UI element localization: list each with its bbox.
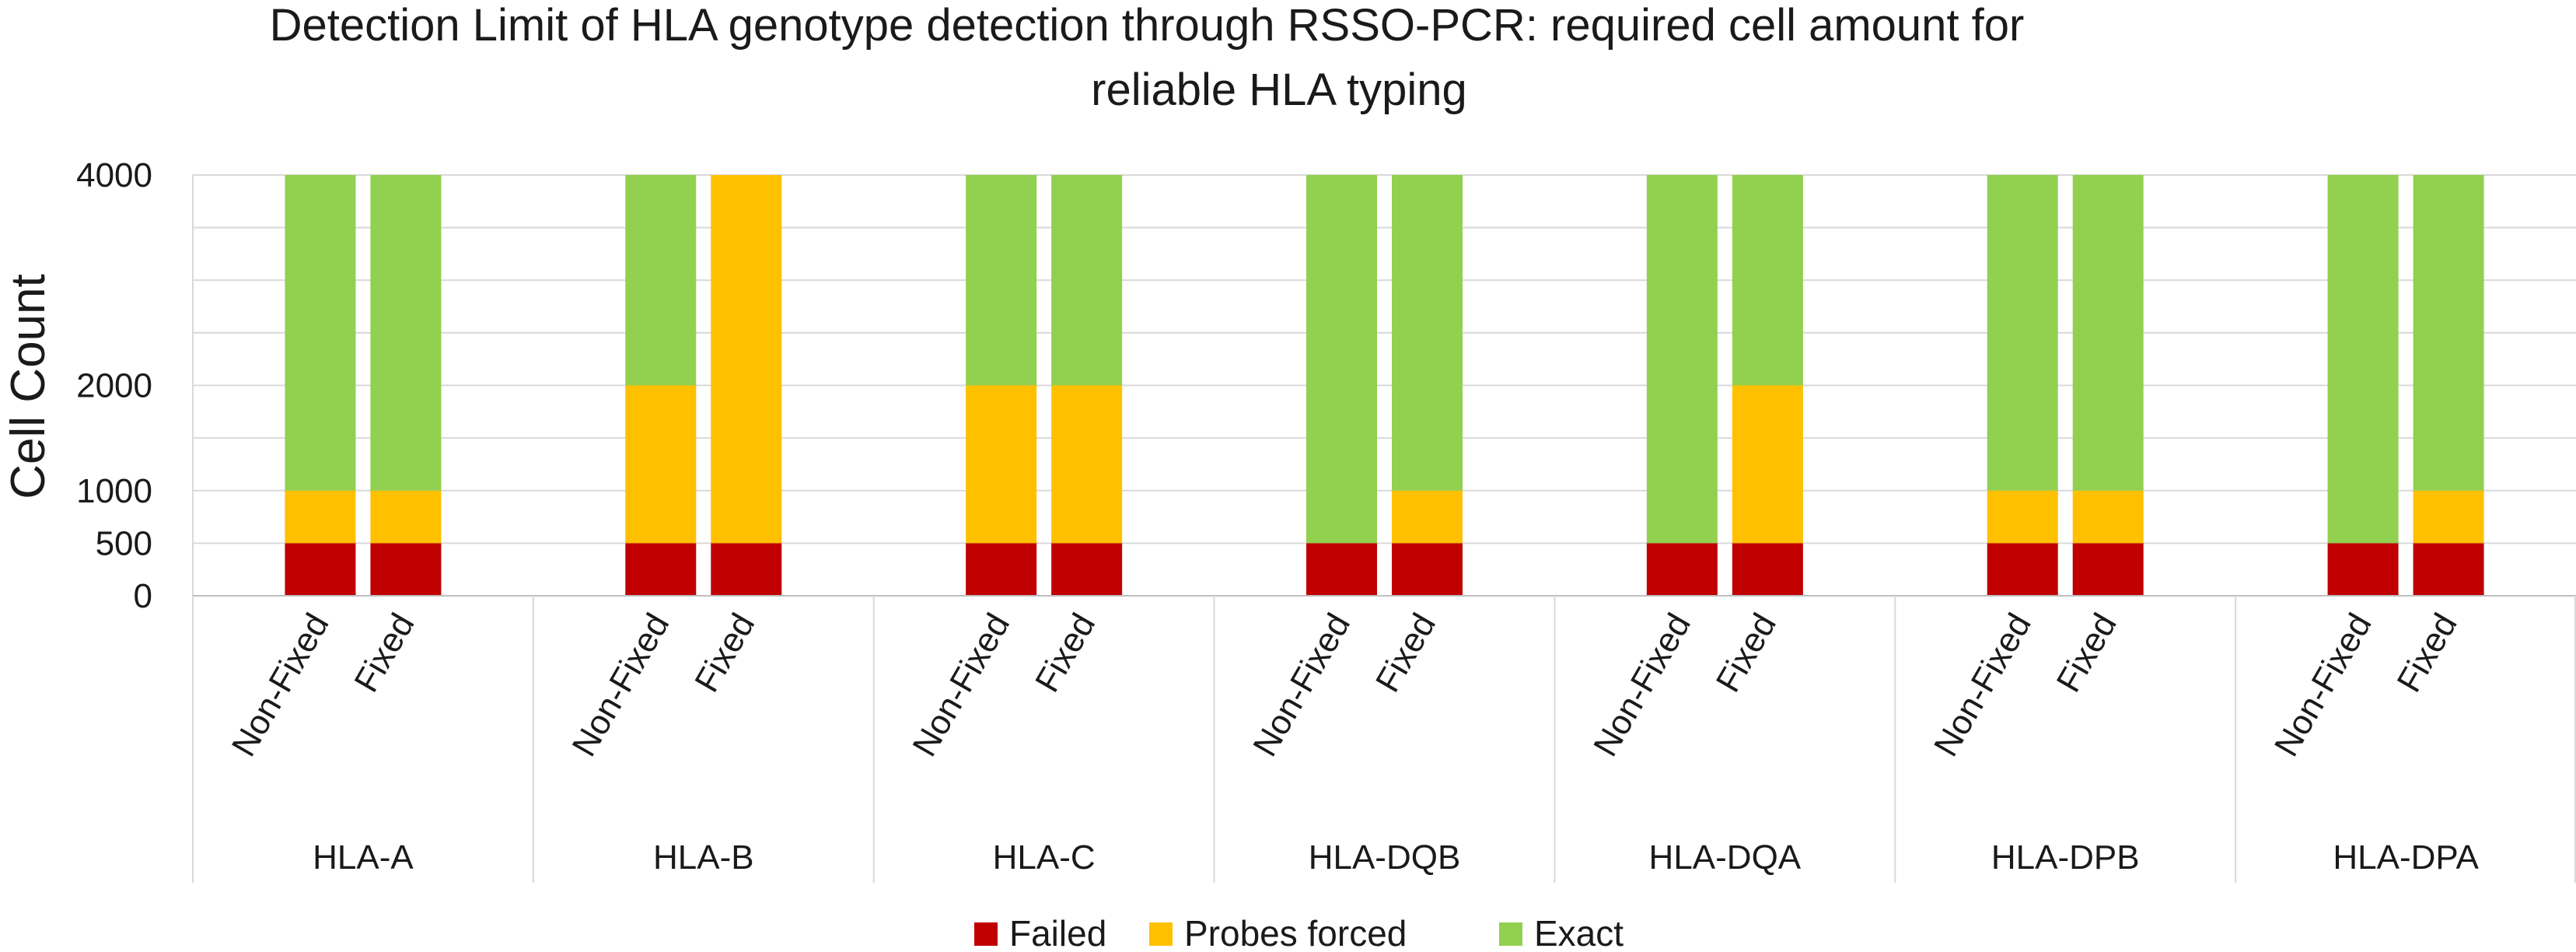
bar-exact [1646,175,1718,544]
y-axis-label: Cell Count [2,274,55,499]
bar-exact [1051,175,1123,386]
bar-probes-forced [285,490,356,544]
bar-failed [1051,543,1123,596]
gridlines [193,174,2576,544]
bar-probes-forced [625,385,697,544]
bar-failed [1392,543,1463,596]
legend-swatch-failed [974,922,998,946]
bar-exact [370,175,442,491]
bar-probes-forced [966,385,1037,544]
x-group-label: HLA-C [993,838,1096,877]
y-tick-label: 1000 [76,472,152,510]
bar-exact [625,175,697,386]
bar-failed [711,543,782,596]
x-subcategory-label: Fixed [687,607,762,699]
y-tick-label: 0 [134,577,152,615]
bar-exact [1732,175,1803,386]
legend-label-exact: Exact [1534,913,1624,952]
bar-failed [966,543,1037,596]
x-subcategory-label: Fixed [2389,607,2464,699]
x-group-label: HLA-DQA [1649,838,1802,877]
bar-exact [1987,175,2058,491]
bar-failed [2072,543,2144,596]
bar-exact [2413,175,2484,491]
x-group-label: HLA-A [313,838,414,877]
bar-failed [370,543,442,596]
bar-failed [625,543,697,596]
x-group-label: HLA-DPA [2333,838,2479,877]
y-tick-labels: 0 500 1000 2000 4000 [76,156,152,615]
y-tick-label: 500 [96,524,152,562]
bar-failed [2413,543,2484,596]
bar-failed [1646,543,1718,596]
legend-label-probes-forced: Probes forced [1184,913,1407,952]
bar-probes-forced [2413,490,2484,544]
x-subcategory-label: Non-Fixed [1586,607,1698,763]
y-tick-label: 4000 [76,156,152,194]
bar-probes-forced [370,490,442,544]
bar-probes-forced [1987,490,2058,544]
y-tick-label: 2000 [76,367,152,405]
bar-probes-forced [1732,385,1803,544]
legend-swatch-exact [1499,922,1522,946]
bar-probes-forced [1051,385,1123,544]
chart-title-line-1: Detection Limit of HLA genotype detectio… [270,0,2025,51]
x-subcategory-label: Non-Fixed [2267,607,2379,763]
x-group-label: HLA-B [653,838,754,877]
bar-exact [2072,175,2144,491]
chart-title-line-2: reliable HLA typing [1091,65,1467,115]
bar-failed [2327,543,2399,596]
bar-failed [1732,543,1803,596]
bar-exact [966,175,1037,386]
bar-exact [1306,175,1377,544]
bar-exact [285,175,356,491]
bar-failed [285,543,356,596]
bar-probes-forced [2072,490,2144,544]
x-subcategory-label: Non-Fixed [565,607,677,763]
bar-probes-forced [711,175,782,544]
x-subcategory-label: Fixed [2050,607,2124,699]
bar-exact [2327,175,2399,544]
x-subcategory-label: Non-Fixed [905,607,1017,763]
legend-label-failed: Failed [1009,913,1106,952]
x-subcategory-label: Fixed [1028,607,1103,699]
axes [192,175,2576,883]
bar-failed [1987,543,2058,596]
bar-exact [1392,175,1463,491]
x-group-label: HLA-DQB [1309,838,1461,877]
legend: Failed Probes forced Exact [974,913,1624,952]
x-subcategory-label: Non-Fixed [1246,607,1358,763]
x-subcategory-label: Non-Fixed [1927,607,2039,763]
x-subcategory-label: Non-Fixed [225,607,337,763]
bar-failed [1306,543,1377,596]
x-subcategory-label: Fixed [1709,607,1784,699]
x-group-label: HLA-DPB [1991,838,2140,877]
bars [285,175,2484,596]
bar-probes-forced [1392,490,1463,544]
x-subcategory-label: Fixed [347,607,421,699]
x-subcategory-label: Fixed [1368,607,1443,699]
legend-swatch-probes-forced [1149,922,1173,946]
